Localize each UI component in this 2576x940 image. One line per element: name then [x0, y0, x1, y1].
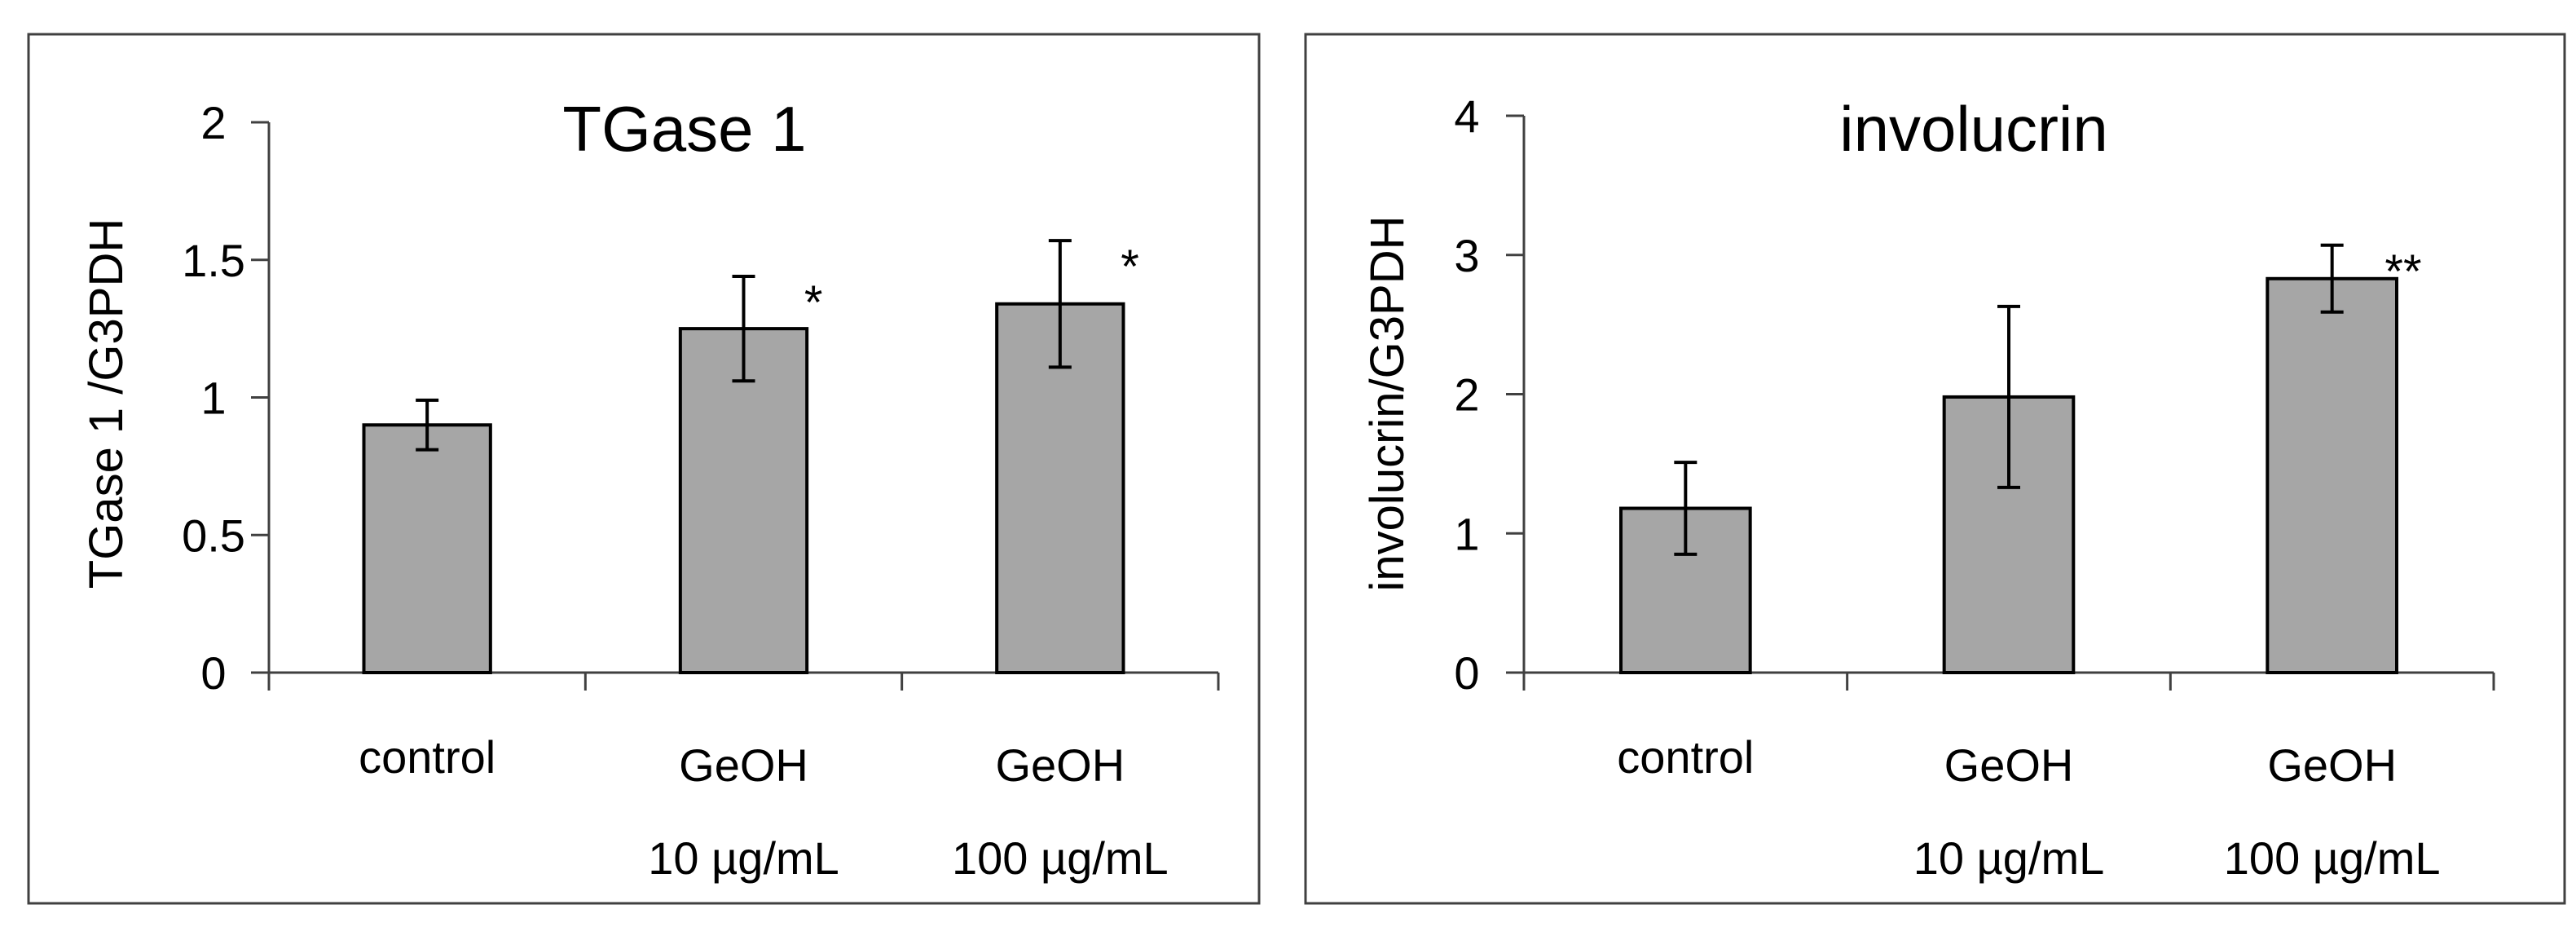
plot-area-right: 0 1 2 3 4 control GeOH 10 µg/mL ** GeOH 100 µg/mL — [1454, 90, 2495, 884]
panel-right: involucrin involucrin/G3PDH 0 1 2 3 4 control… — [1304, 33, 2566, 905]
y-tick-label: 0 — [200, 647, 226, 699]
panel-right-frame — [1304, 33, 2566, 905]
bar — [2266, 276, 2398, 674]
y-axis-label-right: involucrin/G3PDH — [1361, 216, 1414, 592]
chart-title-left: TGase 1 — [562, 93, 806, 165]
y-tick-label: 3 — [1454, 230, 1479, 281]
y-axis-label-left: TGase 1 /G3PDH — [80, 218, 133, 589]
x-category-sublabel: 10 µg/mL — [1913, 832, 2105, 884]
y-tick-label: 4 — [1454, 90, 1479, 142]
significance-marker: * — [1121, 241, 1139, 293]
plot-area-left: 0 0.5 1 1.5 2 control * GeOH 10 µg/mL * GeOH 100 µg… — [182, 97, 1220, 884]
bar — [678, 327, 809, 674]
significance-marker: ** — [2384, 245, 2421, 298]
x-category-label: control — [359, 731, 495, 783]
bar — [362, 423, 492, 674]
x-category-sublabel: 10 µg/mL — [648, 832, 839, 884]
x-category-label: GeOH — [995, 739, 1125, 791]
y-tick-label: 0.5 — [182, 510, 245, 561]
x-category-sublabel: 100 µg/mL — [2224, 832, 2441, 884]
x-category-label: GeOH — [679, 739, 808, 791]
significance-marker: * — [804, 276, 823, 329]
y-tick-label: 1 — [1454, 508, 1479, 559]
y-tick-label: 2 — [200, 97, 226, 148]
panel-left-frame — [27, 33, 1261, 905]
x-category-label: GeOH — [2267, 739, 2397, 791]
y-tick-label: 2 — [1454, 369, 1479, 421]
x-category-sublabel: 100 µg/mL — [952, 832, 1169, 884]
x-category-label: control — [1617, 731, 1754, 783]
x-category-label: GeOH — [1944, 739, 2074, 791]
chart-title-right: involucrin — [1839, 93, 2107, 165]
panel-left: TGase 1 TGase 1 /G3PDH 0 0.5 1 1.5 2 control *… — [27, 33, 1261, 905]
y-tick-label: 1.5 — [182, 235, 245, 286]
y-tick-label: 0 — [1454, 647, 1479, 699]
y-tick-label: 1 — [200, 373, 226, 424]
